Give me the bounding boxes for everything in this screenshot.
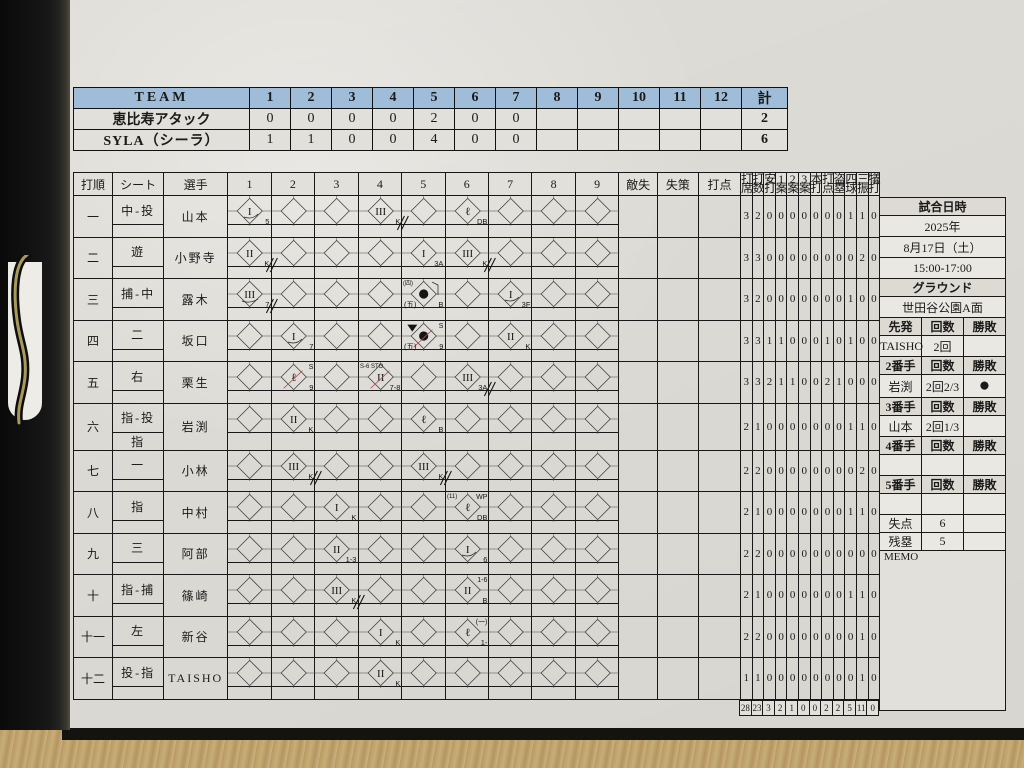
svg-text:II: II [507, 330, 515, 342]
svg-text:II: II [290, 413, 298, 425]
svg-text:III: III [418, 460, 429, 472]
svg-text:7: 7 [309, 341, 313, 350]
svg-text:K: K [352, 596, 357, 605]
svg-text:I: I [422, 247, 426, 259]
svg-text:B: B [438, 300, 443, 309]
svg-text:S: S [308, 364, 313, 371]
svg-text:I: I [465, 543, 469, 555]
svg-text:DB: DB [476, 513, 486, 522]
svg-text:K: K [525, 341, 530, 350]
svg-text:K: K [482, 258, 487, 267]
svg-text:9: 9 [439, 341, 443, 350]
svg-text:1-3: 1-3 [346, 554, 357, 563]
svg-text:3F: 3F [522, 300, 531, 309]
svg-text:(四): (四) [403, 280, 413, 287]
svg-text:ℓ: ℓ [465, 206, 470, 218]
svg-text:1-6: 1-6 [477, 577, 487, 584]
svg-text:III: III [462, 247, 473, 259]
svg-text:S: S [439, 323, 444, 330]
svg-text:ℓ: ℓ [421, 413, 426, 425]
svg-text:K: K [352, 513, 357, 522]
svg-text:1-: 1- [480, 637, 487, 646]
svg-text:S-6 STO: S-6 STO [360, 364, 384, 370]
svg-text:K: K [438, 471, 443, 480]
svg-text:I: I [248, 206, 252, 218]
svg-text:5: 5 [265, 217, 269, 226]
svg-text:III: III [331, 585, 342, 597]
svg-text:7: 7 [265, 300, 269, 309]
svg-text:9: 9 [309, 383, 313, 392]
svg-text:I: I [509, 289, 513, 301]
svg-text:III: III [462, 372, 473, 384]
svg-text:K: K [308, 424, 313, 433]
svg-text:K: K [395, 679, 400, 688]
svg-text:K: K [395, 217, 400, 226]
svg-text:B: B [438, 424, 443, 433]
svg-text:III: III [375, 206, 386, 218]
svg-text:III: III [288, 460, 299, 472]
svg-text:II: II [377, 372, 385, 384]
svg-text:7-8: 7-8 [389, 383, 400, 392]
svg-text:3A: 3A [478, 383, 487, 392]
svg-text:I: I [335, 502, 339, 514]
svg-text:II: II [246, 247, 254, 259]
svg-text:III: III [244, 289, 255, 301]
svg-text:I: I [378, 626, 382, 638]
svg-text:II: II [333, 543, 341, 555]
svg-text:II: II [464, 585, 472, 597]
svg-text:I: I [292, 330, 296, 342]
svg-text:6: 6 [483, 554, 487, 563]
svg-text:K: K [265, 258, 270, 267]
svg-text:B: B [482, 596, 487, 605]
svg-text:ℓ: ℓ [465, 626, 470, 638]
svg-text:(一): (一) [475, 619, 487, 626]
svg-text:(11): (11) [446, 494, 456, 500]
svg-text:ℓ: ℓ [465, 502, 470, 514]
svg-text:WP: WP [476, 494, 488, 501]
svg-text:DB: DB [476, 217, 486, 226]
svg-text:ℓ: ℓ [291, 372, 296, 384]
svg-text:II: II [377, 668, 385, 680]
svg-text:(五): (五) [404, 341, 417, 350]
svg-text:3A: 3A [434, 258, 443, 267]
svg-text:(五): (五) [404, 300, 417, 309]
svg-text:K: K [308, 471, 313, 480]
svg-text:K: K [395, 637, 400, 646]
